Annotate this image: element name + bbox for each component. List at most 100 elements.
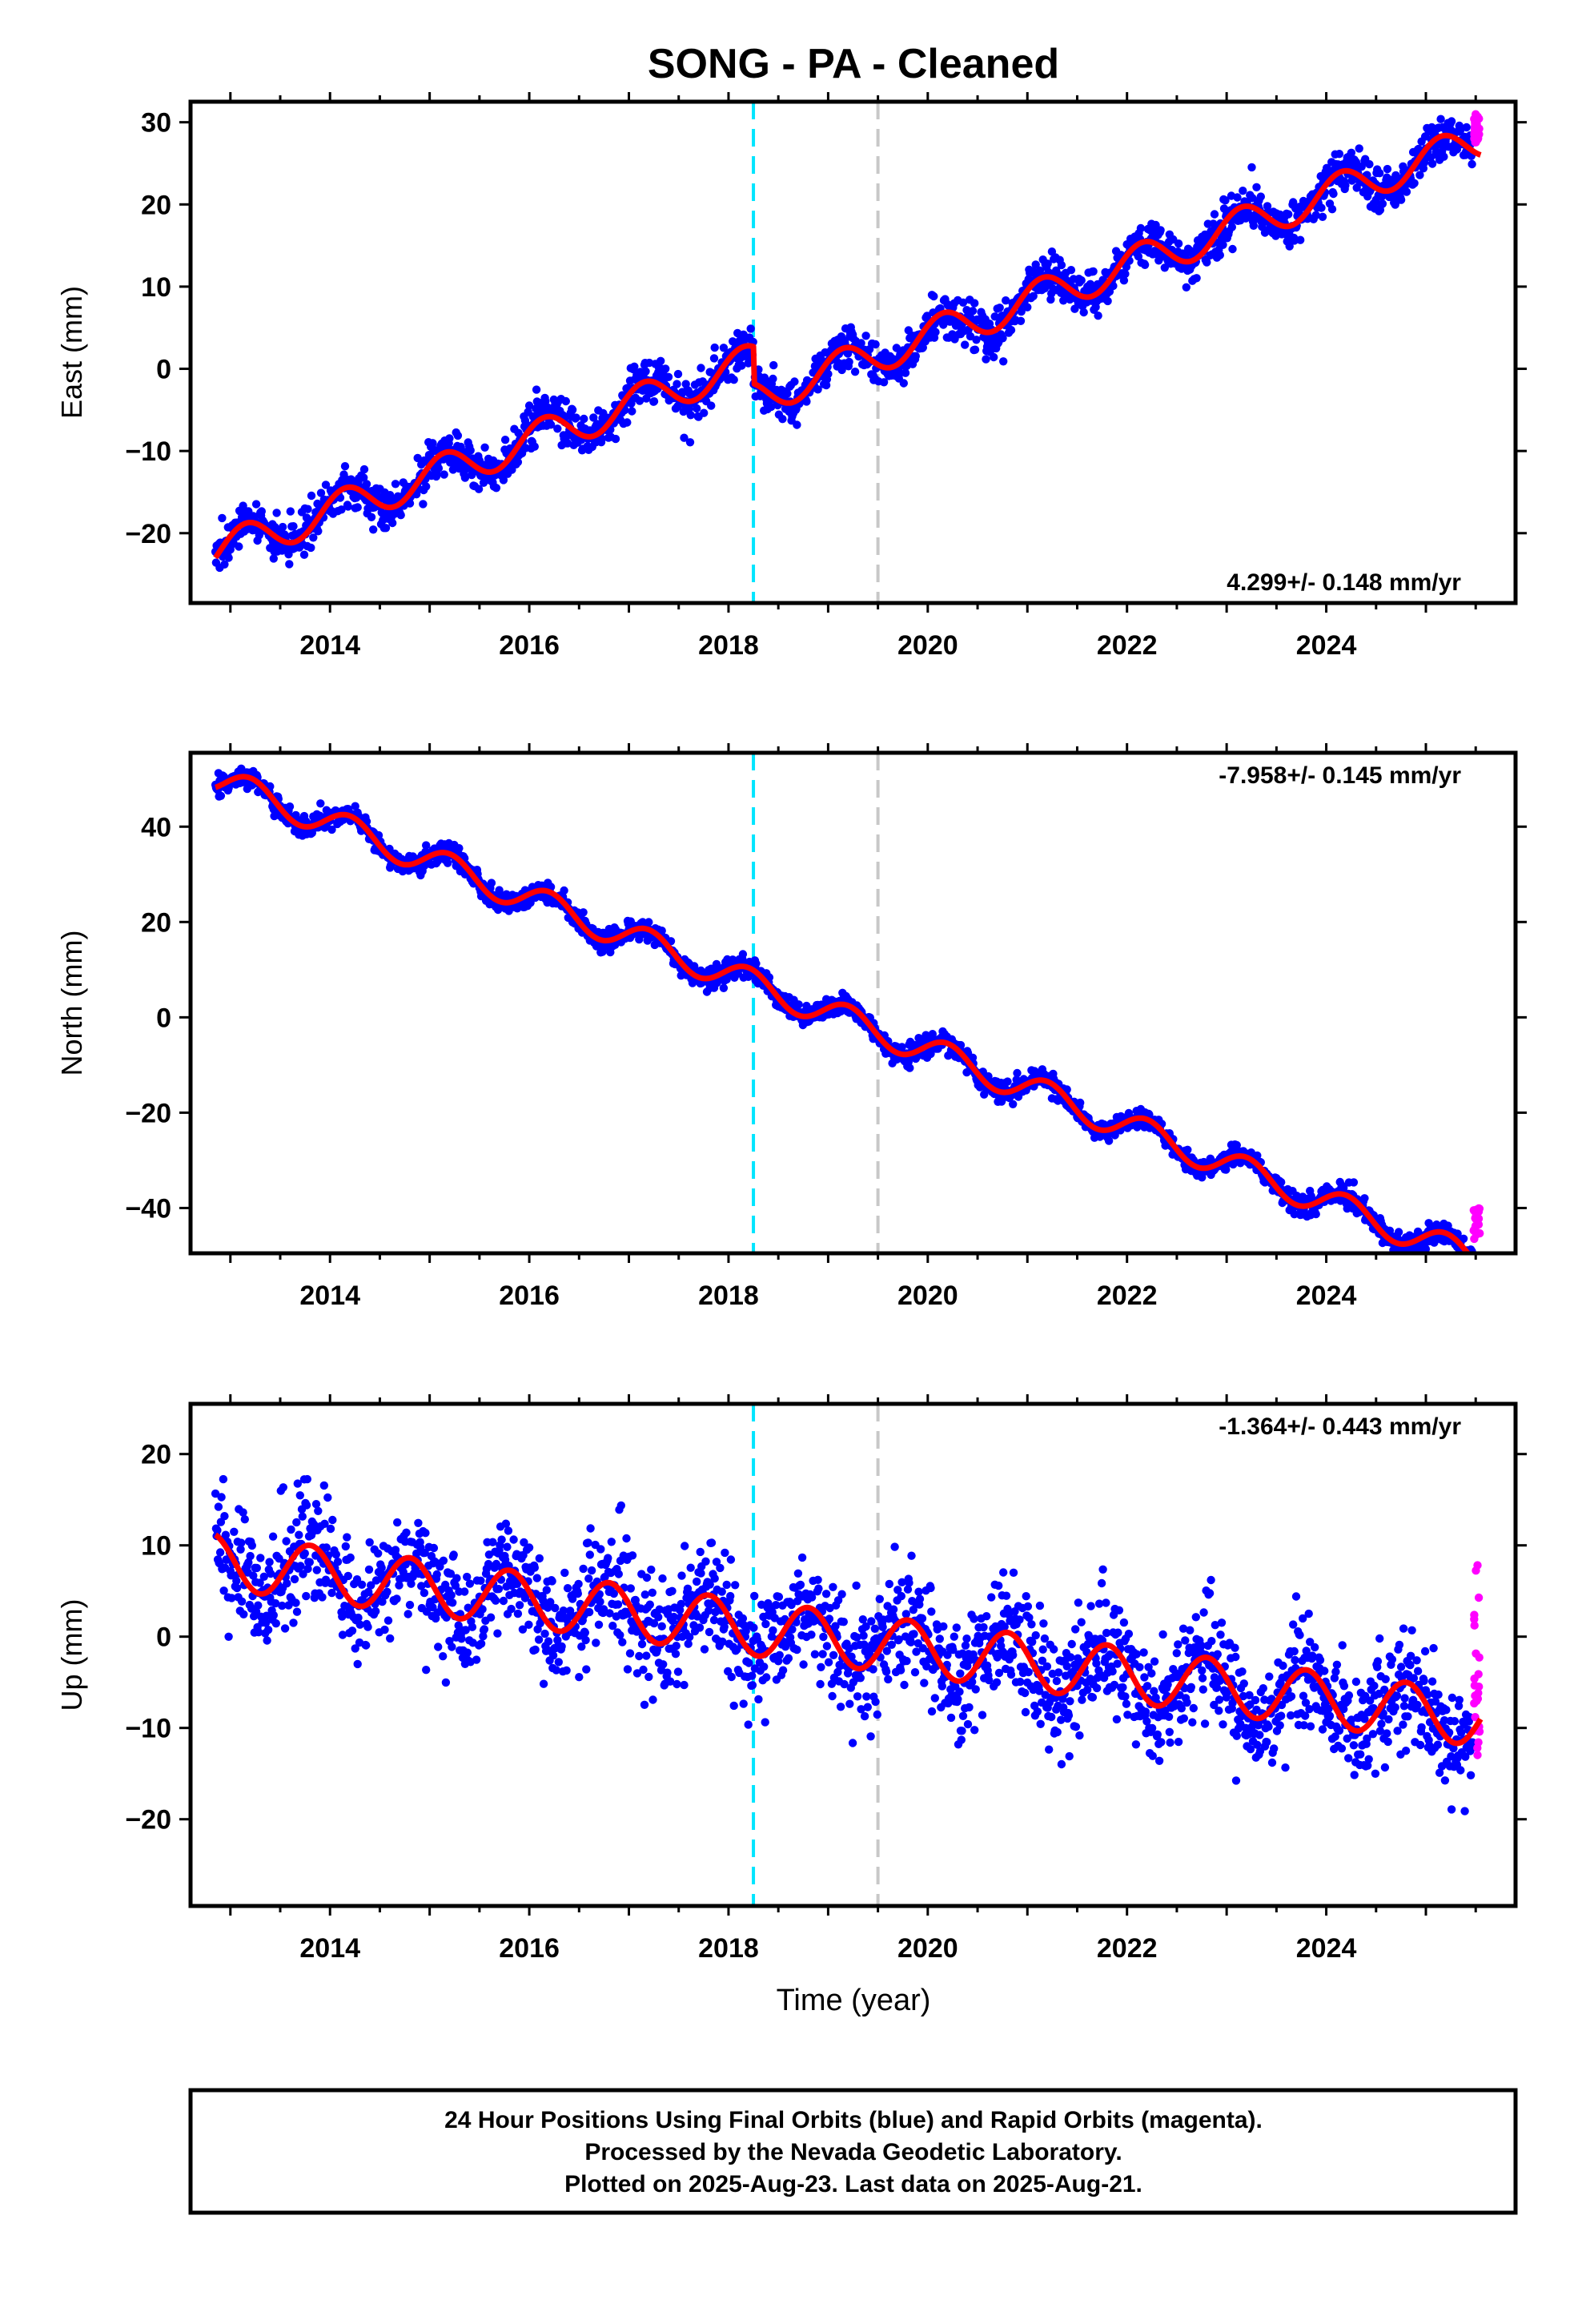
data-point [1156,226,1165,235]
data-point [447,1590,456,1600]
data-point [487,879,496,887]
data-point [1296,235,1305,244]
data-point [480,1625,489,1634]
data-point [905,1063,914,1072]
data-point [365,1538,374,1547]
data-point [568,405,577,414]
data-point [1402,187,1411,196]
data-point [539,1679,548,1688]
data-point [1140,260,1150,269]
data-point [331,1550,340,1559]
data-point [362,480,371,489]
data-point [557,1642,566,1651]
data-point [1256,192,1266,201]
data-point [931,328,940,336]
data-point [272,509,281,517]
data-point [1227,223,1237,231]
rapid-data-point [1472,114,1482,123]
y-tick-label: −10 [125,436,171,467]
data-point [312,1566,321,1574]
data-point [287,1525,295,1534]
data-point [219,1474,228,1484]
data-point [628,407,636,416]
data-point [1460,1255,1468,1263]
data-point [1023,303,1032,312]
data-point [232,1583,242,1593]
data-point [292,1607,302,1616]
data-point [968,307,978,316]
data-point [572,413,580,422]
data-point [281,532,290,541]
data-point [386,1634,395,1643]
data-point [460,1587,469,1596]
data-point [326,1524,335,1534]
data-point [377,1563,386,1572]
data-point [328,1515,337,1525]
data-point [1210,210,1219,219]
data-point [432,1570,441,1579]
data-point [299,550,309,559]
data-point [341,1542,350,1551]
data-point [1182,283,1191,292]
data-point [1094,312,1102,320]
data-point [391,480,400,489]
data-point [414,1518,423,1528]
data-point [685,438,695,447]
data-point [445,434,454,443]
data-point [286,507,295,516]
data-point [793,420,801,429]
data-point [220,1512,229,1521]
data-point [1341,181,1350,190]
data-point [709,354,719,363]
data-point [224,553,233,562]
data-point [990,352,998,362]
data-point [420,1588,429,1598]
data-point [729,376,738,384]
data-point [1089,267,1098,276]
y-tick-label: −20 [125,1098,171,1128]
data-point [494,1585,504,1594]
data-point [216,791,226,800]
data-point [346,1553,355,1562]
x-tick-label: 2018 [698,630,759,661]
data-point [1183,1145,1192,1155]
data-point [396,511,405,520]
data-point [254,1601,263,1610]
data-point [371,1606,380,1616]
data-point [455,844,464,853]
data-point [901,368,910,377]
data-point [548,1651,558,1660]
data-point [861,332,870,340]
x-tick-label: 2020 [897,1281,958,1311]
data-point [434,464,444,472]
data-point [353,503,362,512]
data-point [530,442,539,451]
data-point [1057,260,1066,270]
y-tick-label: −20 [125,519,171,549]
y-axis-label: North (mm) [55,931,88,1076]
x-tick-label: 2014 [299,630,360,661]
data-point [1215,251,1225,259]
data-point [280,1624,290,1633]
data-point [305,1558,314,1566]
data-point [553,424,562,433]
plot-area [211,102,1484,603]
data-point [353,1659,362,1669]
data-point [649,397,659,406]
data-point [530,1563,539,1572]
data-point [707,401,716,410]
data-point [422,482,431,491]
x-tick-label: 2022 [1097,1281,1158,1311]
data-point [1016,316,1026,325]
data-point [623,418,632,427]
data-point [513,1609,523,1618]
y-tick-label: 40 [141,812,171,842]
data-point [1447,117,1456,126]
data-point [298,1512,307,1521]
data-point [307,491,316,501]
data-point [367,513,376,521]
data-point [302,1501,311,1510]
data-point [314,527,323,536]
data-point [359,473,368,482]
data-point [362,1641,371,1650]
